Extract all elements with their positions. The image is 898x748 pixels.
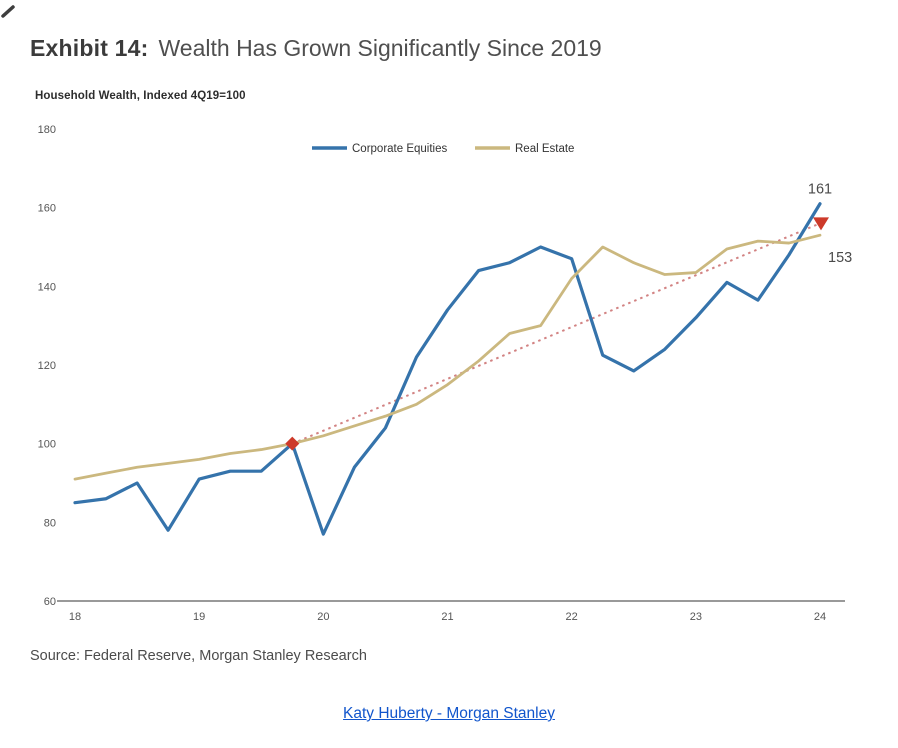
y-axis-tick-label: 140 — [38, 281, 56, 293]
x-axis-tick-label: 19 — [193, 611, 205, 623]
legend-label-real-estate: Real Estate — [515, 143, 574, 155]
y-axis-tick-label: 100 — [38, 439, 56, 451]
y-axis-tick-label: 80 — [44, 517, 56, 529]
exhibit-title-text: Wealth Has Grown Significantly Since 201… — [158, 35, 602, 61]
y-axis-tick-label: 60 — [44, 596, 56, 608]
x-axis-tick-label: 24 — [814, 611, 826, 623]
x-axis-tick-label: 18 — [69, 611, 81, 623]
series-line-real-estate — [73, 233, 822, 481]
chart-legend: Corporate Equities Real Estate — [312, 143, 574, 155]
x-axis-tick-label: 21 — [441, 611, 453, 623]
y-axis-tick-label: 180 — [38, 124, 56, 136]
x-axis-tick-label: 22 — [566, 611, 578, 623]
y-axis-tick-label: 120 — [38, 360, 56, 372]
x-axis-tick-label: 23 — [690, 611, 702, 623]
y-axis-tick-label: 160 — [38, 203, 56, 215]
attribution-row: Katy Huberty - Morgan Stanley — [0, 705, 898, 723]
trend-start-diamond-marker — [285, 436, 300, 451]
trend-line — [291, 222, 821, 445]
corner-artifact-mark — [1, 5, 15, 18]
annotation-real-estate-end: 153 — [828, 250, 852, 266]
source-note: Source: Federal Reserve, Morgan Stanley … — [30, 648, 367, 664]
trend-end-triangle-marker — [813, 217, 829, 231]
legend-label-corporate-equities: Corporate Equities — [352, 143, 447, 155]
series-line-corporate-equities — [73, 202, 822, 536]
x-axis-tick-label: 20 — [317, 611, 329, 623]
chart-subtitle: Household Wealth, Indexed 4Q19=100 — [35, 90, 246, 102]
exhibit-number-label: Exhibit 14: — [30, 35, 149, 61]
corner-artifact — [1, 5, 15, 18]
attribution-link[interactable]: Katy Huberty - Morgan Stanley — [343, 705, 555, 722]
wealth-chart: Corporate Equities Real Estate 60 80 100 12… — [38, 124, 853, 623]
exhibit-title: Exhibit 14: Wealth Has Grown Significantl… — [30, 34, 870, 62]
plot-area: 60 80 100 120 140 160 180 18 19 20 21 22 23 24 161 153 — [38, 124, 853, 623]
annotation-corporate-equities-end: 161 — [808, 182, 832, 198]
